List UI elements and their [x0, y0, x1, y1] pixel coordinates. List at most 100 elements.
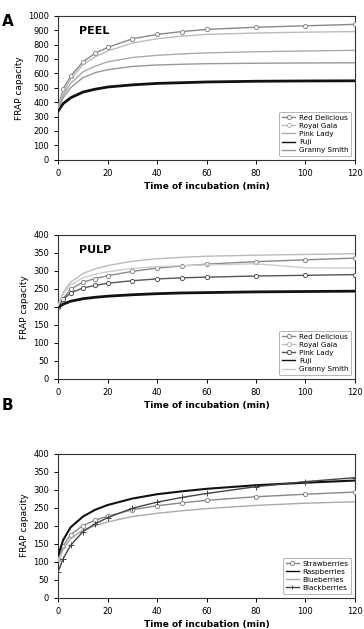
Red Delicious: [106, 43, 110, 51]
Royal Gala: [205, 31, 209, 38]
Red Delicious: [254, 258, 258, 265]
Raspberries: [61, 536, 66, 543]
Line: Granny Smith: Granny Smith: [58, 264, 355, 306]
Fuji: [205, 289, 209, 296]
Strawberries: [93, 516, 98, 524]
Fuji: [56, 107, 60, 114]
Line: Raspberries: Raspberries: [58, 481, 355, 555]
Line: Red Delicious: Red Delicious: [56, 256, 357, 309]
Fuji: [68, 298, 73, 305]
Royal Gala: [254, 252, 258, 259]
Raspberries: [56, 551, 60, 559]
Granny Smith: [81, 74, 85, 81]
Raspberries: [130, 495, 135, 503]
Granny Smith: [205, 261, 209, 269]
Fuji: [130, 291, 135, 299]
Raspberries: [353, 477, 357, 484]
Text: PEEL: PEEL: [79, 26, 109, 36]
Blackberries: [106, 514, 110, 521]
Blueberries: [93, 522, 98, 530]
Royal Gala: [155, 255, 159, 262]
Fuji: [254, 288, 258, 296]
Red Delicious: [254, 23, 258, 31]
Granny Smith: [303, 264, 308, 272]
Pink Lady: [180, 274, 184, 282]
Line: Red Delicious: Red Delicious: [56, 22, 357, 109]
Strawberries: [205, 496, 209, 504]
Raspberries: [205, 485, 209, 493]
Red Delicious: [130, 267, 135, 275]
Blueberries: [303, 499, 308, 507]
Fuji: [61, 100, 66, 108]
Raspberries: [68, 523, 73, 531]
Red Delicious: [353, 21, 357, 28]
Blueberries: [254, 501, 258, 509]
Fuji: [61, 300, 66, 308]
Red Delicious: [180, 262, 184, 270]
Royal Gala: [130, 257, 135, 265]
Red Delicious: [56, 304, 60, 311]
Blackberries: [130, 504, 135, 512]
Royal Gala: [81, 61, 85, 69]
Pink Lady: [56, 303, 60, 310]
Pink Lady: [180, 50, 184, 58]
Line: Pink Lady: Pink Lady: [56, 272, 357, 309]
Red Delicious: [56, 103, 60, 110]
Royal Gala: [68, 279, 73, 286]
Fuji: [155, 290, 159, 298]
Granny Smith: [68, 281, 73, 289]
Royal Gala: [353, 28, 357, 35]
Fuji: [205, 78, 209, 86]
Blackberries: [81, 528, 85, 535]
Pink Lady: [56, 105, 60, 113]
Legend: Red Delicious, Royal Gala, Pink Lady, Fuji, Granny Smith: Red Delicious, Royal Gala, Pink Lady, Fu…: [280, 331, 351, 375]
Fuji: [155, 80, 159, 87]
Royal Gala: [205, 252, 209, 260]
Strawberries: [81, 522, 85, 530]
Blueberries: [155, 509, 159, 517]
Text: A: A: [2, 14, 13, 29]
Pink Lady: [106, 279, 110, 287]
Line: Blackberries: Blackberries: [55, 475, 358, 574]
Y-axis label: FRAP capacity: FRAP capacity: [20, 494, 29, 557]
Pink Lady: [353, 271, 357, 279]
Granny Smith: [205, 60, 209, 67]
Fuji: [353, 287, 357, 295]
Line: Pink Lady: Pink Lady: [58, 50, 355, 109]
Royal Gala: [180, 253, 184, 261]
Fuji: [106, 83, 110, 91]
Granny Smith: [81, 274, 85, 282]
Line: Royal Gala: Royal Gala: [58, 31, 355, 108]
Royal Gala: [353, 250, 357, 257]
Granny Smith: [155, 263, 159, 270]
Royal Gala: [81, 270, 85, 277]
Pink Lady: [205, 274, 209, 281]
Strawberries: [106, 513, 110, 520]
Red Delicious: [61, 86, 66, 93]
Granny Smith: [93, 270, 98, 278]
Blueberries: [180, 507, 184, 515]
Strawberries: [130, 506, 135, 513]
Pink Lady: [61, 296, 66, 303]
Red Delicious: [81, 279, 85, 286]
Raspberries: [106, 501, 110, 509]
Fuji: [93, 86, 98, 93]
Blueberries: [353, 498, 357, 506]
Granny Smith: [254, 60, 258, 67]
Y-axis label: FRAP capacity: FRAP capacity: [15, 56, 24, 120]
Pink Lady: [205, 49, 209, 57]
Granny Smith: [61, 94, 66, 102]
Line: Granny Smith: Granny Smith: [58, 63, 355, 108]
Legend: Red Delicious, Royal Gala, Pink Lady, Fuji, Granny Smith: Red Delicious, Royal Gala, Pink Lady, Fu…: [280, 112, 351, 156]
Pink Lady: [155, 275, 159, 282]
Granny Smith: [106, 268, 110, 276]
Red Delicious: [155, 264, 159, 272]
Blackberries: [254, 483, 258, 491]
Royal Gala: [155, 35, 159, 43]
Royal Gala: [303, 251, 308, 259]
Strawberries: [61, 542, 66, 550]
Granny Smith: [130, 265, 135, 272]
Line: Fuji: Fuji: [58, 81, 355, 111]
Granny Smith: [130, 63, 135, 70]
Red Delicious: [155, 31, 159, 38]
